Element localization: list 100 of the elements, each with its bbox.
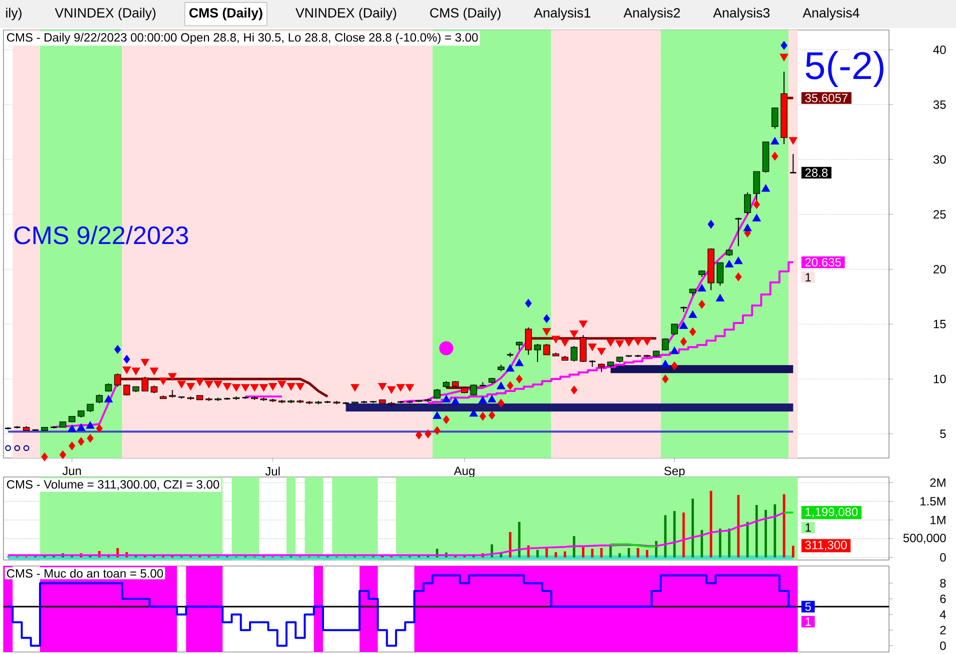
point [122,366,131,374]
candlestick [114,373,122,388]
y-tick-label: 2 [940,626,946,634]
x-tick-label: Jul [265,466,280,476]
bar [554,552,557,558]
point [150,368,158,376]
point [168,373,177,381]
bar [692,498,694,558]
y-tick-label: 0 [940,641,946,650]
point [478,396,488,404]
bar [518,522,520,558]
candlestick [716,262,724,286]
point [222,383,232,390]
annotation: 311,300 [805,540,847,551]
point [250,384,259,392]
point [124,355,130,364]
point [753,200,760,209]
point [96,424,103,433]
y-tick-label: 2M [930,478,946,487]
point [387,386,396,394]
point [488,411,496,420]
data-label: 5 [805,602,811,611]
chart-title: CMS - Volume = 311,300.00, CZI = 3.00 [6,480,220,490]
point [41,452,48,462]
annotation: CMS 9/22/2023 [14,226,188,244]
point [670,346,679,354]
bar [582,546,584,558]
point [716,294,724,302]
y-tick-label: 500,000 [903,534,946,544]
text: VNINDEX (Daily) [296,8,396,20]
y-tick-label: 10 [934,374,946,384]
point [259,384,268,392]
candlestick [662,338,669,351]
annotation: 5(-2) [806,50,884,88]
point [86,434,94,442]
point [424,430,432,438]
y-tick-label: 15 [934,320,946,328]
point [68,424,76,432]
candlestick [771,107,778,130]
candlestick [570,346,578,362]
x-tick-label: Aug [454,466,474,478]
bar [774,504,776,558]
x-tick-label: Sep [664,466,685,478]
point [434,426,440,435]
point [624,339,634,347]
point [552,336,560,344]
point [770,137,780,145]
candlestick [744,192,751,215]
point [23,445,30,452]
point [708,220,714,228]
bar [682,512,685,558]
point [506,381,514,390]
candlestick [543,343,550,356]
point [60,450,66,459]
point [578,320,588,328]
point [140,358,150,366]
text: Analysis2 [624,8,680,20]
candlestick [534,343,541,362]
candlestick [789,154,797,174]
point [278,380,286,388]
point [588,343,597,351]
text: CMS (Daily) [430,8,501,20]
point [416,430,422,440]
y-tick-label: 1.5M [920,497,946,506]
bar [508,532,512,558]
point [443,415,450,424]
point [232,384,241,392]
bar [737,494,740,558]
point [762,184,770,192]
point [542,328,551,336]
point [780,41,788,50]
point [615,340,624,348]
point [570,330,578,338]
point [772,152,778,160]
point [405,384,414,392]
point [543,314,550,323]
bar [618,553,621,558]
data-label: 35.6057 [805,94,848,102]
point [780,54,788,62]
y-tick-label: 0 [940,553,946,562]
point [735,272,742,282]
point [159,378,168,385]
point [186,383,195,390]
text: CMS (Daily) [189,8,262,20]
candlestick [671,324,678,336]
point [690,328,696,336]
candlestick [525,326,532,356]
point [698,300,706,308]
bar [664,515,667,558]
y-tick-label: 5 [940,430,946,438]
y-tick-label: 25 [934,210,946,219]
y-tick-label: 8 [940,578,946,588]
point [268,383,278,390]
point [570,386,578,394]
chart-title: CMS - Muc do an toan = 5.00 [6,568,163,578]
y-tick-label: 6 [940,594,946,604]
candlestick [734,217,742,247]
point [662,374,669,384]
point [296,383,304,390]
y-tick-label: 40 [933,45,946,54]
